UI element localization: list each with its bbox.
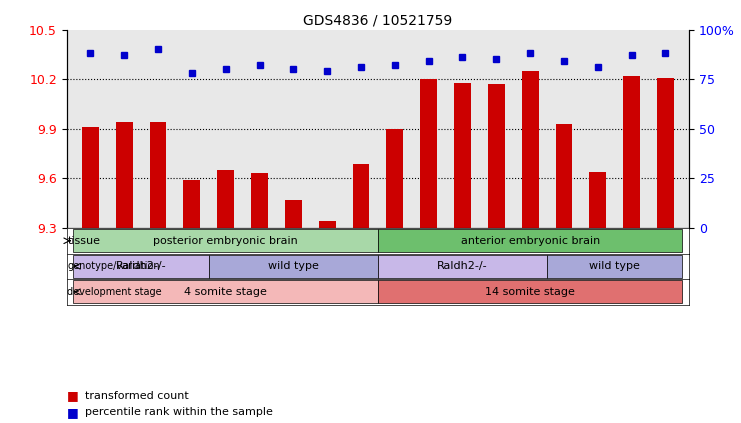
Text: percentile rank within the sample: percentile rank within the sample bbox=[85, 407, 273, 418]
Bar bbox=[454, 82, 471, 228]
FancyBboxPatch shape bbox=[73, 255, 209, 278]
Bar bbox=[82, 127, 99, 228]
Text: tissue: tissue bbox=[67, 236, 100, 246]
Text: development stage: development stage bbox=[67, 287, 162, 297]
Text: ■: ■ bbox=[67, 406, 79, 419]
FancyBboxPatch shape bbox=[209, 255, 378, 278]
Bar bbox=[623, 76, 640, 228]
Text: transformed count: transformed count bbox=[85, 390, 189, 401]
Bar bbox=[251, 173, 268, 228]
Text: wild type: wild type bbox=[589, 261, 640, 271]
Bar bbox=[589, 172, 606, 228]
Text: Raldh2-/-: Raldh2-/- bbox=[116, 261, 167, 271]
Text: wild type: wild type bbox=[268, 261, 319, 271]
Bar bbox=[657, 77, 674, 228]
Bar bbox=[488, 84, 505, 228]
Bar bbox=[556, 124, 573, 228]
FancyBboxPatch shape bbox=[378, 229, 682, 252]
Text: 4 somite stage: 4 somite stage bbox=[185, 287, 267, 297]
Bar bbox=[150, 122, 167, 228]
Bar bbox=[353, 164, 370, 228]
Bar bbox=[184, 180, 200, 228]
Bar bbox=[116, 122, 133, 228]
FancyBboxPatch shape bbox=[73, 229, 378, 252]
FancyBboxPatch shape bbox=[547, 255, 682, 278]
Bar bbox=[420, 79, 437, 228]
Text: Raldh2-/-: Raldh2-/- bbox=[437, 261, 488, 271]
Bar bbox=[522, 71, 539, 228]
Text: ■: ■ bbox=[67, 389, 79, 402]
Text: genotype/variation: genotype/variation bbox=[67, 261, 160, 271]
FancyBboxPatch shape bbox=[378, 280, 682, 303]
Text: anterior embryonic brain: anterior embryonic brain bbox=[460, 236, 599, 246]
Bar bbox=[386, 129, 403, 228]
Text: posterior embryonic brain: posterior embryonic brain bbox=[153, 236, 298, 246]
Title: GDS4836 / 10521759: GDS4836 / 10521759 bbox=[303, 13, 453, 27]
Bar bbox=[285, 200, 302, 228]
Bar bbox=[217, 170, 234, 228]
Bar bbox=[319, 221, 336, 228]
Text: 14 somite stage: 14 somite stage bbox=[485, 287, 575, 297]
FancyBboxPatch shape bbox=[73, 280, 378, 303]
FancyBboxPatch shape bbox=[378, 255, 547, 278]
